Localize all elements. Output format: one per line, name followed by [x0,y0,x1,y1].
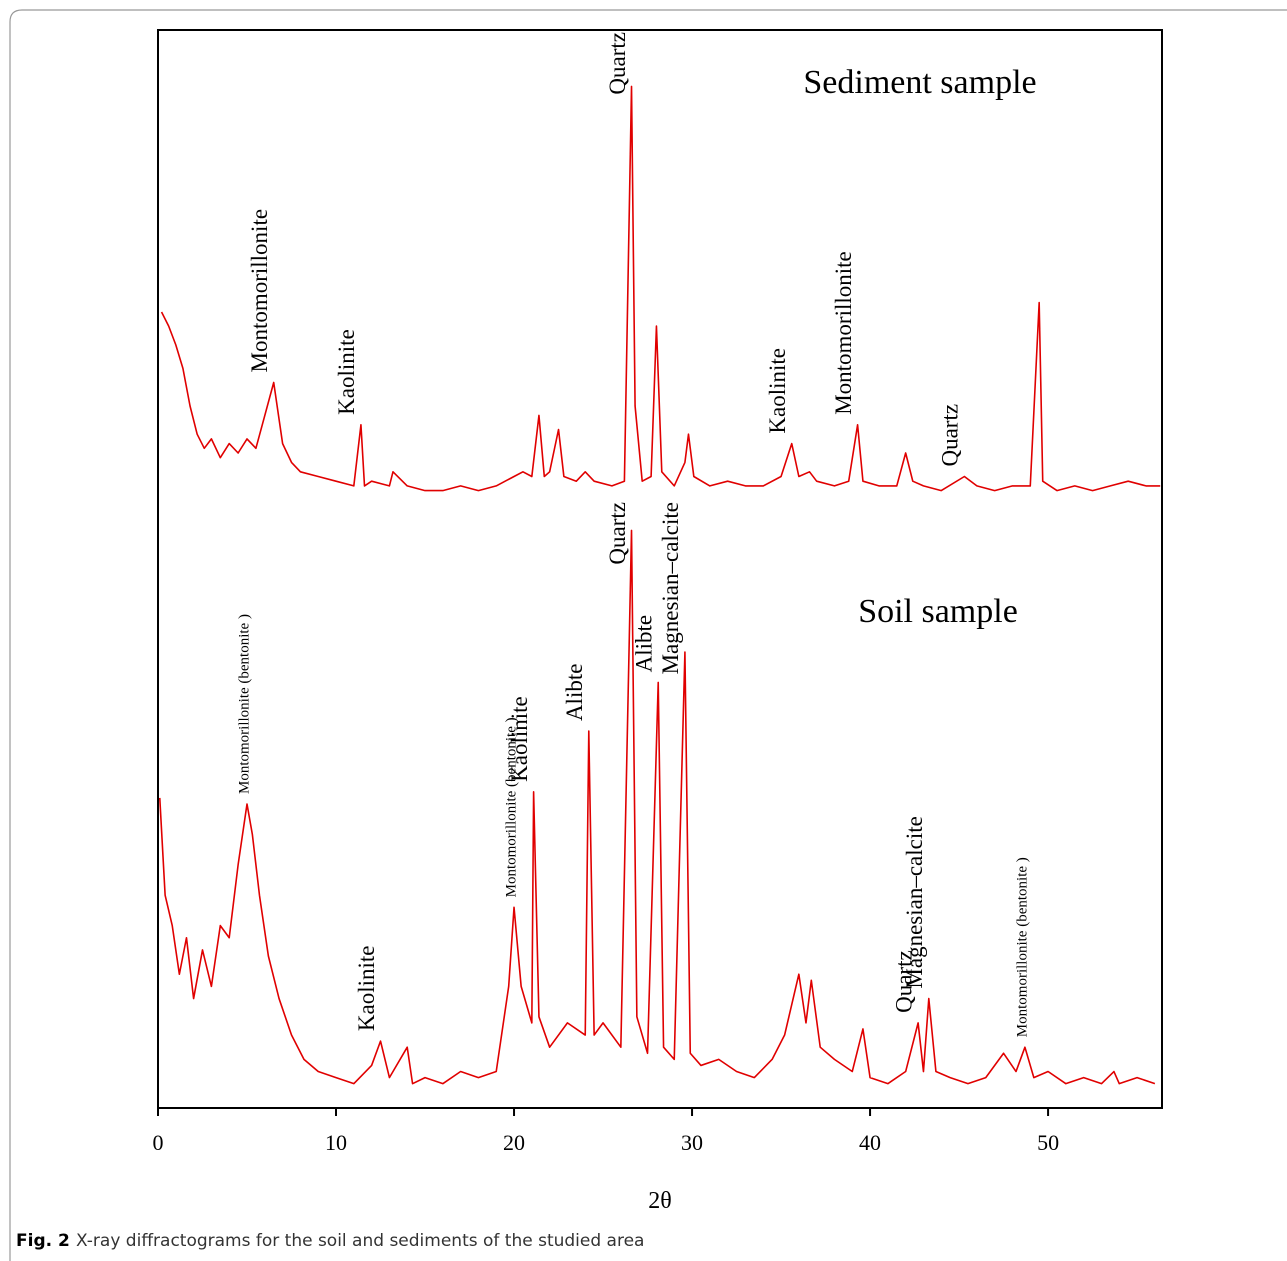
x-tick-label: 30 [681,1130,703,1155]
peak-label: Kaolinite [354,946,379,1032]
x-axis-label: 2θ [648,1188,672,1214]
peak-label: Quartz [891,950,916,1013]
peak-label: Montomorillonite (bentonite ) [236,614,252,794]
peak-label: Quartz [605,502,630,565]
peak-label: Magnesian–calcite [658,502,683,674]
panel-title: Soil sample [858,593,1018,630]
peak-label: Montomorillonite (bentonite ) [503,717,519,897]
peak-label: Montomorillonite [831,251,856,415]
plot-frame [157,29,1163,1109]
peak-label: Kaolinite [507,696,532,782]
peak-label: Alibte [562,664,587,722]
peak-label: Montomorillonite (bentonite ) [1014,857,1030,1037]
caption-text: X-ray diffractograms for the soil and se… [76,1231,644,1251]
peak-label: Alibte [632,615,657,673]
caption-label: Fig. 2 [16,1231,70,1251]
x-tick-label: 10 [325,1130,347,1155]
x-tick-label: 40 [859,1130,881,1155]
figure-border [9,9,1287,1261]
x-tick-label: 50 [1037,1130,1059,1155]
x-tick-label: 20 [503,1130,525,1155]
peak-label: Montomorillonite [247,209,272,373]
peak-label: Kaolinite [765,348,790,434]
panel-title: Sediment sample [803,64,1036,101]
diffractogram-line [160,85,1161,492]
peak-label: Magnesian–calcite [902,816,927,988]
peak-label: Kaolinite [334,329,359,415]
peak-label: Quartz [938,404,963,467]
diffractogram-line [158,529,1156,1085]
peak-label: Quartz [605,32,630,95]
x-tick-label: 0 [153,1130,164,1155]
